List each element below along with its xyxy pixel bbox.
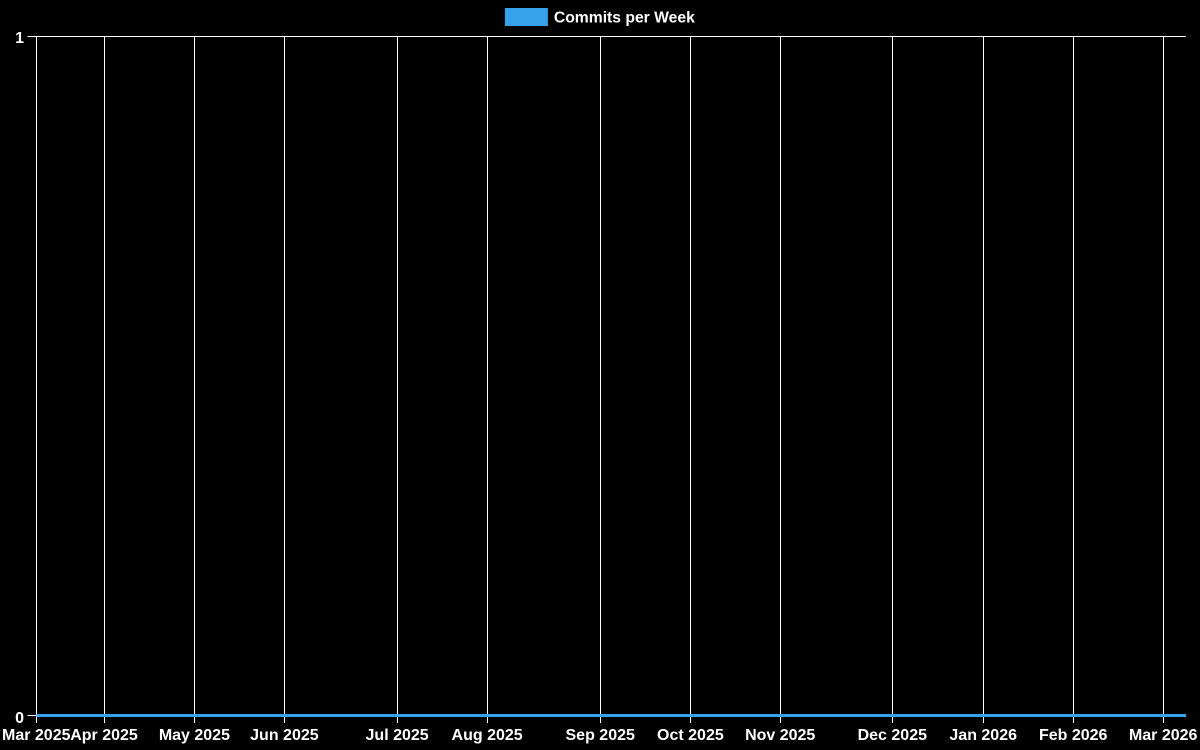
- svg-text:May 2025: May 2025: [159, 727, 230, 744]
- svg-text:0: 0: [15, 710, 24, 727]
- svg-text:Feb 2026: Feb 2026: [1039, 727, 1108, 744]
- svg-text:Commits per Week: Commits per Week: [554, 10, 695, 27]
- svg-text:Oct 2025: Oct 2025: [657, 727, 724, 744]
- svg-text:Nov 2025: Nov 2025: [745, 727, 815, 744]
- svg-text:Jul 2025: Jul 2025: [366, 727, 429, 744]
- svg-text:Apr 2025: Apr 2025: [70, 727, 138, 744]
- svg-text:Jan 2026: Jan 2026: [949, 727, 1017, 744]
- svg-text:Aug 2025: Aug 2025: [452, 727, 523, 744]
- svg-text:1: 1: [15, 30, 24, 47]
- svg-text:Dec 2025: Dec 2025: [858, 727, 927, 744]
- svg-text:Mar 2026: Mar 2026: [1129, 727, 1198, 744]
- svg-text:Jun 2025: Jun 2025: [250, 727, 319, 744]
- svg-text:Mar 2025: Mar 2025: [2, 727, 71, 744]
- svg-text:Sep 2025: Sep 2025: [566, 727, 635, 744]
